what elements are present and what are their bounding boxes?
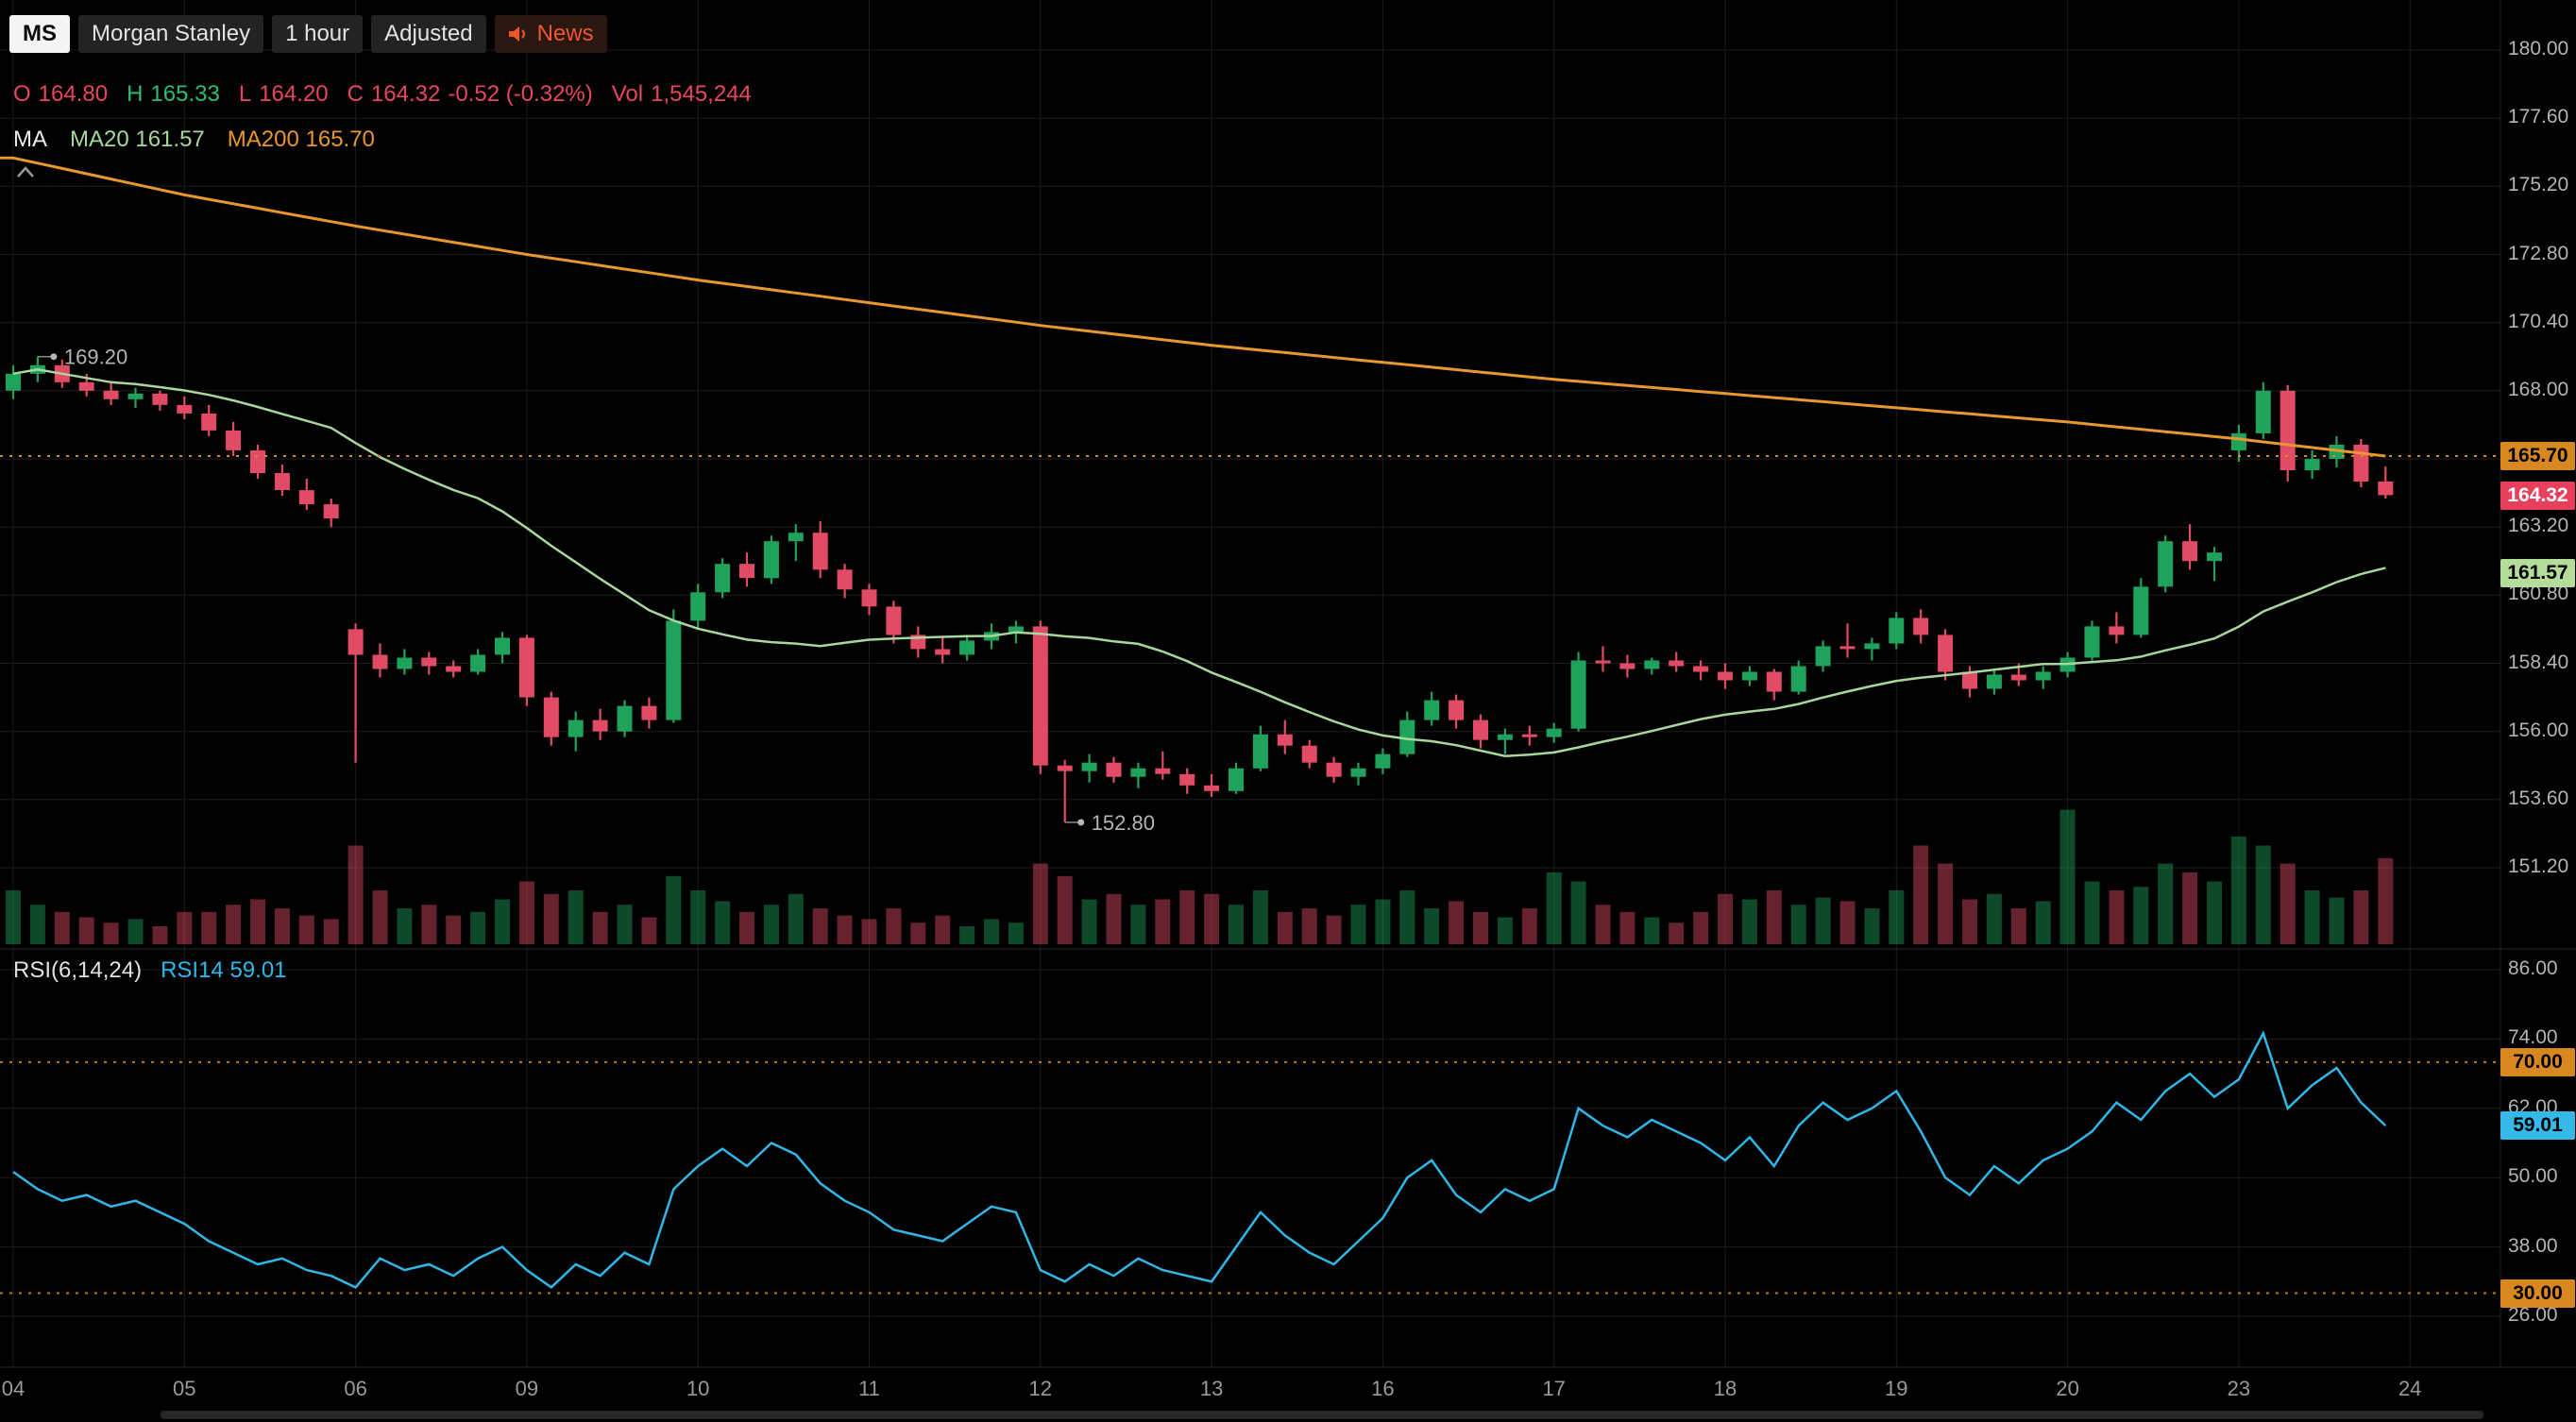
time-axis-label: 11: [858, 1377, 880, 1400]
price-tick-label: 156.00: [2508, 719, 2569, 741]
rsi-indicator-label: RSI(6,14,24): [13, 957, 143, 983]
rsi-indicator-value: RSI14 59.01: [161, 957, 287, 983]
volume-value: 1,545,244: [651, 81, 752, 107]
low-value: 164.20: [259, 81, 329, 107]
rsi-legend: RSI(6,14,24) RSI14 59.01: [13, 957, 287, 984]
news-button[interactable]: News: [494, 15, 607, 53]
ma-label: MA: [13, 127, 47, 152]
price-tick-label: 168.00: [2508, 378, 2569, 400]
price-annotation: 169.20: [64, 346, 127, 369]
rsi-tick-label: 74.00: [2508, 1026, 2558, 1049]
time-axis-label: 05: [173, 1377, 196, 1400]
rsi-tick-label: 26.00: [2508, 1304, 2558, 1326]
symbol-badge[interactable]: MS: [9, 15, 70, 53]
high-label: H: [127, 81, 144, 107]
rsi-lower-band-badge: 30.00: [2500, 1278, 2575, 1308]
time-axis-label: 04: [1, 1377, 25, 1400]
adjusted-toggle[interactable]: Adjusted: [371, 15, 486, 53]
ohlc-readout: O 164.80 H 165.33 L 164.20 C 164.32 -0.5…: [13, 81, 752, 108]
price-tick-label: 160.80: [2508, 583, 2569, 605]
time-axis-label: 19: [1885, 1377, 1908, 1400]
rsi-tick-label: 86.00: [2508, 957, 2558, 979]
ma20-price-badge: 161.57: [2500, 559, 2575, 588]
time-axis-label: 10: [686, 1377, 710, 1400]
open-label: O: [13, 81, 31, 107]
rsi-value-badge: 59.01: [2500, 1111, 2575, 1141]
time-axis-label: 06: [344, 1377, 367, 1400]
ma20-legend: MA20 161.57: [70, 127, 205, 152]
price-annotation: 152.80: [1092, 811, 1155, 835]
price-tick-label: 177.60: [2508, 106, 2569, 128]
time-axis-label: 23: [2227, 1377, 2251, 1400]
time-axis-label: 13: [1199, 1377, 1224, 1400]
time-axis-label: 12: [1028, 1377, 1053, 1400]
symbol-name[interactable]: Morgan Stanley: [78, 15, 264, 53]
drawing-anchor-icon: [17, 166, 34, 178]
time-axis[interactable]: 04 05 06 09 10 11 12 13 16 17 18 19 20 23 24: [0, 1377, 2576, 1409]
rsi-upper-band-badge: 70.00: [2500, 1047, 2575, 1076]
price-tick-label: 175.20: [2508, 174, 2569, 196]
rsi-tick-label: 50.00: [2508, 1165, 2558, 1188]
time-axis-label: 09: [515, 1377, 539, 1400]
speaker-icon: [508, 26, 525, 42]
price-tick-label: 180.00: [2508, 38, 2569, 59]
horizontal-scrollbar[interactable]: [161, 1411, 2483, 1419]
price-tick-label: 170.40: [2508, 310, 2569, 332]
price-tick-label: 172.80: [2508, 242, 2569, 264]
ma200-price-badge: 165.70: [2500, 442, 2575, 470]
chart-toolbar: MS Morgan Stanley 1 hour Adjusted News: [9, 15, 607, 53]
price-tick-label: 151.20: [2508, 855, 2569, 877]
last-price-badge: 164.32: [2500, 481, 2575, 510]
time-axis-label: 20: [2056, 1377, 2079, 1400]
interval-selector[interactable]: 1 hour: [272, 15, 364, 53]
low-label: L: [238, 81, 252, 107]
close-value: 164.32: [370, 81, 441, 107]
time-axis-label: 18: [1713, 1377, 1737, 1400]
price-tick-label: 153.60: [2508, 787, 2569, 809]
ma-legend: MA MA20 161.57 MA200 165.70: [13, 127, 375, 153]
price-tick-label: 163.20: [2508, 515, 2569, 537]
close-label: C: [347, 81, 364, 107]
news-label: News: [536, 21, 594, 46]
high-value: 165.33: [150, 81, 220, 107]
change-value: -0.52 (-0.32%): [448, 81, 593, 107]
rsi-tick-label: 38.00: [2508, 1234, 2558, 1257]
volume-label: Vol: [611, 81, 644, 107]
ma200-legend: MA200 165.70: [227, 127, 375, 152]
time-axis-label: 17: [1542, 1377, 1566, 1400]
time-axis-label: 24: [2398, 1377, 2422, 1400]
time-axis-label: 16: [1371, 1377, 1395, 1400]
price-tick-label: 158.40: [2508, 651, 2569, 673]
open-value: 164.80: [38, 81, 109, 107]
